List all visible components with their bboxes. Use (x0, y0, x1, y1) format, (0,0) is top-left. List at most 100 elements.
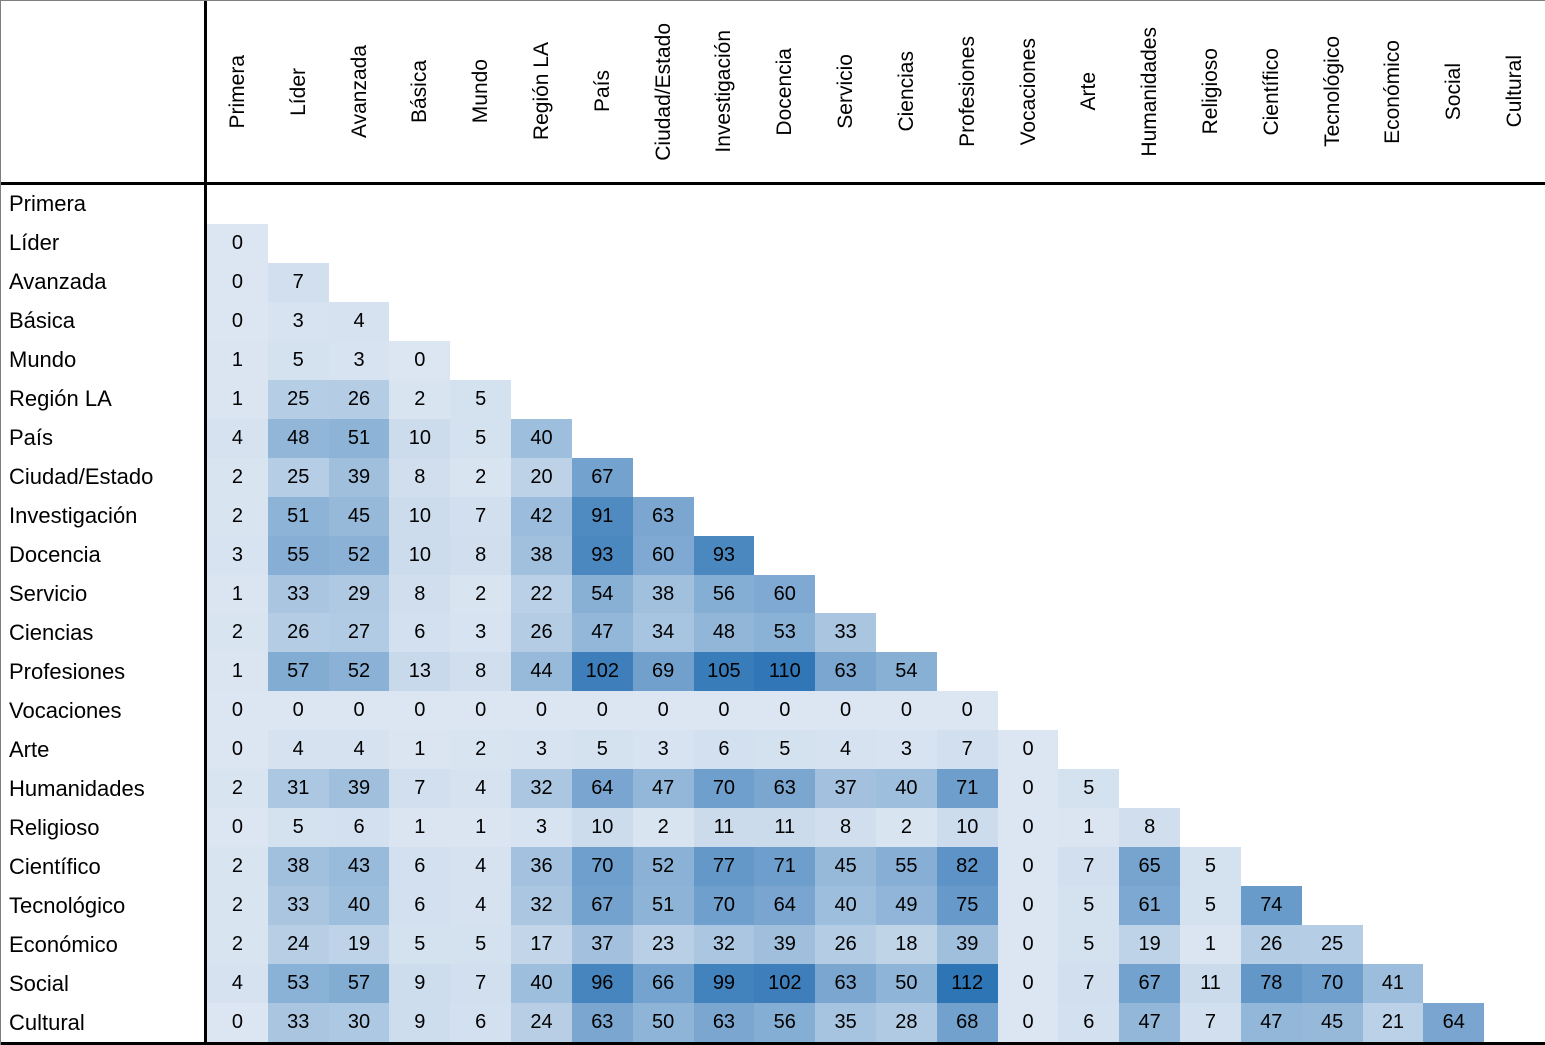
empty-cell (1058, 185, 1120, 224)
empty-cell (875, 613, 937, 653)
empty-cell (997, 691, 1059, 731)
matrix-cell: 4 (207, 964, 268, 1004)
empty-cell (815, 457, 876, 497)
column-header: Tecnológico (1301, 1, 1363, 185)
empty-cell (815, 496, 876, 536)
empty-cell (997, 340, 1059, 380)
matrix-cell: 5 (267, 340, 329, 380)
empty-cell (1119, 535, 1181, 575)
empty-cell (1240, 847, 1302, 887)
empty-cell (1484, 574, 1545, 614)
matrix-cell: 112 (936, 964, 998, 1004)
matrix-cell: 1 (450, 808, 512, 848)
empty-cell (1484, 1003, 1545, 1042)
empty-cell (1484, 535, 1545, 575)
empty-cell (1423, 769, 1485, 809)
empty-cell (815, 185, 876, 224)
matrix-cell: 0 (207, 808, 268, 848)
matrix-cell: 0 (997, 1003, 1059, 1042)
empty-cell (936, 301, 998, 341)
empty-cell (1484, 964, 1545, 1004)
empty-cell (1484, 769, 1545, 809)
empty-cell (1058, 730, 1120, 770)
matrix-cell: 0 (328, 691, 390, 731)
matrix-cell: 52 (328, 535, 390, 575)
empty-cell (571, 223, 633, 263)
column-header: Básica (389, 1, 451, 185)
matrix-cell: 9 (389, 1003, 451, 1042)
empty-cell (328, 262, 390, 302)
empty-cell (389, 223, 451, 263)
empty-cell (815, 223, 876, 263)
empty-cell (936, 262, 998, 302)
empty-cell (1423, 262, 1485, 302)
matrix-cell: 56 (693, 574, 755, 614)
row-label: Profesiones (1, 652, 207, 692)
matrix-cell: 20 (511, 457, 572, 497)
row-label: Mundo (1, 340, 207, 380)
matrix-cell: 91 (571, 496, 633, 536)
matrix-cell: 105 (693, 652, 755, 692)
matrix-cell: 40 (815, 886, 876, 926)
column-header-label: Primera (225, 54, 249, 129)
matrix-cell: 5 (1058, 769, 1120, 809)
matrix-cell: 30 (328, 1003, 390, 1042)
empty-cell (1423, 652, 1485, 692)
matrix-cell: 27 (328, 613, 390, 653)
matrix-cell: 32 (511, 886, 572, 926)
matrix-cell: 24 (267, 925, 329, 965)
empty-cell (1058, 457, 1120, 497)
empty-cell (450, 223, 512, 263)
matrix-cell: 38 (267, 847, 329, 887)
empty-cell (1423, 185, 1485, 224)
empty-cell (1423, 457, 1485, 497)
matrix-cell: 0 (875, 691, 937, 731)
empty-cell (1180, 535, 1241, 575)
empty-cell (1484, 808, 1545, 848)
matrix-cell: 32 (693, 925, 755, 965)
matrix-cell: 71 (936, 769, 998, 809)
matrix-cell: 64 (1423, 1003, 1485, 1042)
matrix-cell: 26 (815, 925, 876, 965)
empty-cell (997, 223, 1059, 263)
matrix-cell: 63 (754, 769, 816, 809)
matrix-cell: 70 (693, 769, 755, 809)
empty-cell (1362, 457, 1424, 497)
matrix-cell: 71 (754, 847, 816, 887)
empty-cell (1301, 340, 1363, 380)
empty-cell (1180, 769, 1241, 809)
empty-cell (1180, 340, 1241, 380)
empty-cell (328, 185, 390, 224)
matrix-cell: 0 (207, 730, 268, 770)
matrix-cell: 29 (328, 574, 390, 614)
matrix-cell: 0 (693, 691, 755, 731)
column-header: Profesiones (936, 1, 998, 185)
matrix-cell: 5 (1058, 886, 1120, 926)
row-label: Ciudad/Estado (1, 457, 207, 497)
empty-cell (1423, 574, 1485, 614)
empty-cell (1240, 418, 1302, 458)
matrix-cell: 74 (1240, 886, 1302, 926)
empty-cell (875, 223, 937, 263)
matrix-cell: 2 (450, 730, 512, 770)
matrix-cell: 11 (754, 808, 816, 848)
empty-cell (693, 379, 755, 419)
matrix-cell: 0 (997, 769, 1059, 809)
empty-cell (267, 223, 329, 263)
empty-cell (511, 223, 572, 263)
empty-cell (1180, 418, 1241, 458)
empty-cell (815, 340, 876, 380)
empty-cell (815, 418, 876, 458)
matrix-cell: 8 (450, 535, 512, 575)
empty-cell (997, 185, 1059, 224)
column-header: Cultural (1484, 1, 1545, 185)
column-header: Avanzada (328, 1, 390, 185)
matrix-cell: 47 (1240, 1003, 1302, 1042)
matrix-cell: 3 (875, 730, 937, 770)
empty-cell (1058, 535, 1120, 575)
row-label: Investigación (1, 496, 207, 536)
empty-cell (1423, 730, 1485, 770)
column-header-label: Investigación (712, 30, 736, 153)
matrix-cell: 33 (815, 613, 876, 653)
row-label: Docencia (1, 535, 207, 575)
